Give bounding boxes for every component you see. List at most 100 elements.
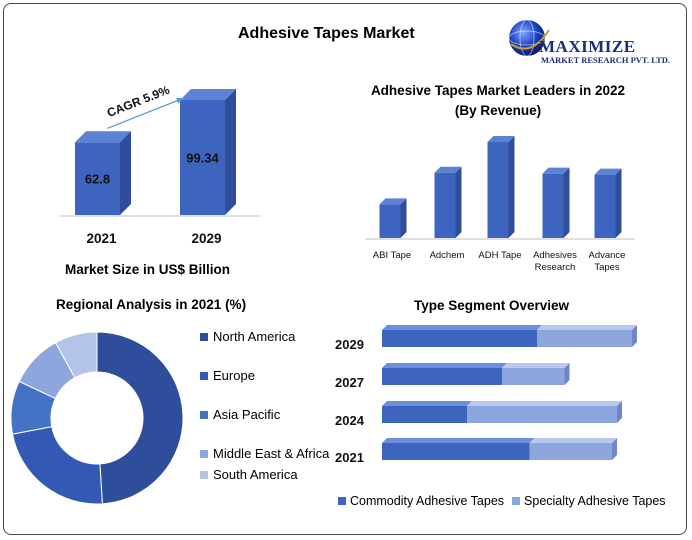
regional-legend-item: North America: [200, 328, 330, 346]
segment-bar-front: [382, 368, 502, 385]
legend-label: Commodity Adhesive Tapes: [350, 494, 505, 508]
segment-bar-front: [537, 330, 632, 347]
cagr-arrow-head: [176, 97, 184, 104]
leaders-bar-3: [542, 167, 570, 238]
segment-bar-top: [467, 401, 622, 406]
legend-label: Specialty Adhesive Tapes: [524, 494, 666, 508]
donut-slice-0: [96, 331, 184, 505]
segment-bar-top: [382, 401, 472, 406]
legend-swatch: [200, 471, 208, 479]
segment-bar-end-1: [564, 363, 570, 385]
size-value-label-1: 99.34: [186, 151, 219, 166]
leaders-bar-3-side: [563, 167, 570, 238]
segment-bar-0-0: [382, 325, 542, 347]
legend-label: Europe: [213, 368, 255, 383]
segment-bar-end-3: [612, 438, 617, 460]
segment-bar-3-1: [529, 438, 617, 460]
leaders-category-label-3: Adhesives Research: [533, 250, 577, 273]
segment-bar-2-0: [382, 401, 472, 423]
size-bar-2021-top: [75, 131, 131, 143]
legend-swatch: [512, 497, 521, 505]
segment-bar-front: [382, 406, 467, 423]
size-category-label-0: 2021: [86, 231, 117, 246]
size-bar-2029: [180, 89, 236, 215]
legend-swatch: [200, 372, 208, 380]
leaders-bar-4-front: [594, 174, 616, 238]
legend-swatch: [200, 411, 208, 419]
regional-legend-item: South America: [200, 466, 330, 484]
size-value-label-0: 62.8: [85, 172, 110, 187]
leaders-bar-1-front: [434, 172, 456, 238]
leaders-subtitle: (By Revenue): [454, 103, 542, 118]
legend-label: Middle East & Africa: [213, 446, 330, 461]
leaders-category-label-4: Advance Tapes: [589, 250, 626, 273]
leaders-bar-0-front: [379, 204, 401, 238]
size-bar-2021: [75, 131, 131, 215]
segment-bar-3-0: [382, 438, 535, 460]
segment-year-label-1: 2027: [335, 375, 364, 390]
leaders-bar-3-top: [542, 167, 570, 174]
leaders-bar-1: [434, 166, 462, 238]
leaders-bar-4: [594, 168, 622, 238]
leaders-bar-0: [379, 198, 407, 238]
regional-donut-chart: [10, 331, 184, 505]
legend-swatch: [338, 497, 346, 505]
globe-icon: [508, 19, 550, 57]
donut-slice-4: [54, 331, 98, 379]
segment-bar-top: [529, 438, 617, 443]
segment-bar-front: [382, 330, 537, 347]
size-bar-2029-front: [180, 100, 225, 215]
segment-bar-top: [382, 438, 535, 443]
leaders-bar-1-top: [434, 166, 462, 173]
legend-swatch: [200, 450, 208, 458]
segment-bar-2-1: [467, 401, 622, 423]
leaders-bar-2-side: [508, 136, 515, 238]
segment-year-label-2: 2024: [335, 413, 365, 428]
segment-bar-0-1: [537, 325, 637, 347]
leaders-bar-2-front: [487, 142, 509, 238]
segment-legend: Commodity Adhesive Tapes Specialty Adhesi…: [338, 492, 678, 510]
leaders-category-label-2: ADH Tape: [478, 250, 521, 261]
segment-bar-end-2: [617, 401, 622, 423]
segment-bar-1-0: [382, 363, 507, 385]
market-size-title: Market Size in US$ Billion: [65, 262, 231, 277]
leaders-title: Adhesive Tapes Market Leaders in 2022: [370, 83, 626, 98]
regional-legend-item: Europe: [200, 367, 330, 385]
legend-label: Asia Pacific: [213, 407, 281, 422]
regional-legend: North America Europe Asia Pacific Middle Ea…: [200, 328, 330, 505]
segment-bar-front: [502, 368, 565, 385]
segment-year-label-3: 2021: [335, 450, 364, 465]
segment-year-label-0: 2029: [335, 337, 364, 352]
segment-bar-top: [382, 363, 507, 368]
donut-slice-1: [11, 426, 103, 505]
size-category-label-1: 2029: [191, 231, 221, 246]
regional-title: Regional Analysis in 2021 (%): [56, 297, 247, 312]
page-title: Adhesive Tapes Market: [238, 25, 415, 42]
segment-legend-item: Commodity Adhesive Tapes: [338, 494, 504, 508]
leaders-category-label-1: Adchem: [430, 250, 465, 261]
leaders-bar-0-side: [400, 198, 407, 238]
segment-bar-end-0: [632, 325, 637, 347]
leaders-bar-4-top: [594, 168, 622, 175]
regional-legend-item: Asia Pacific: [200, 406, 330, 424]
cagr-arrow-line: [107, 97, 185, 129]
size-bar-2021-side: [120, 131, 131, 215]
segment-bar-front: [529, 443, 612, 460]
legend-swatch: [200, 333, 208, 341]
leaders-category-label-0: ABI Tape: [373, 250, 411, 261]
logo: MAXIMIZE MARKET RESEARCH PVT. LTD.: [505, 14, 685, 65]
leaders-bar-0-top: [379, 198, 407, 205]
market-size-chart: 62.8 2021 99.34 2029 CAGR 5.9%: [60, 83, 260, 246]
segment-chart: 2029 2027 2024 2021: [335, 325, 637, 465]
segment-legend-item: Specialty Adhesive Tapes: [512, 494, 666, 508]
legend-label: South America: [213, 467, 298, 482]
leaders-bar-1-side: [455, 166, 462, 238]
segment-bar-top: [382, 325, 542, 330]
segment-title: Type Segment Overview: [414, 298, 570, 313]
segment-bar-front: [382, 443, 530, 460]
segment-bar-top: [537, 325, 637, 330]
cagr-label: CAGR 5.9%: [105, 83, 172, 120]
size-bar-2021-front: [75, 142, 120, 215]
leaders-bar-2-top: [487, 136, 515, 142]
leaders-bar-4-side: [615, 168, 622, 238]
